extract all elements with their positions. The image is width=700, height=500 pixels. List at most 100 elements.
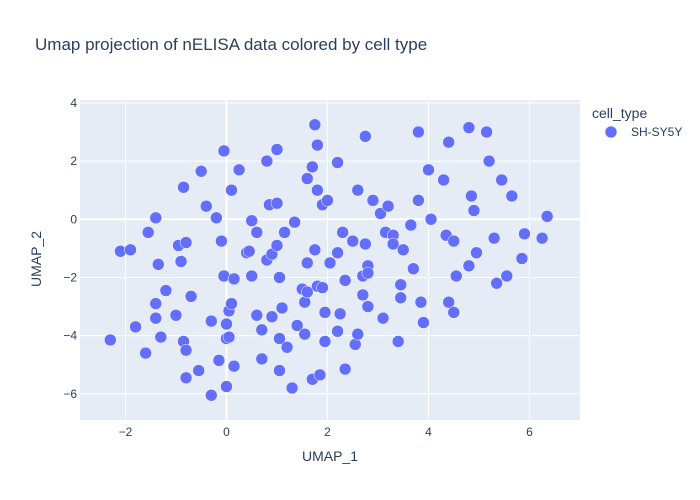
data-point[interactable]: [222, 330, 236, 344]
data-point[interactable]: [424, 213, 438, 226]
data-point[interactable]: [414, 295, 428, 309]
data-point[interactable]: [270, 143, 284, 156]
data-point[interactable]: [394, 278, 407, 291]
data-point[interactable]: [278, 226, 291, 239]
data-point[interactable]: [376, 311, 390, 325]
data-point[interactable]: [495, 173, 508, 187]
data-point[interactable]: [225, 183, 238, 197]
data-point[interactable]: [518, 227, 531, 241]
data-point[interactable]: [301, 256, 314, 270]
data-point[interactable]: [412, 125, 425, 139]
data-point[interactable]: [316, 281, 329, 294]
data-point[interactable]: [273, 332, 286, 345]
data-point[interactable]: [467, 204, 481, 217]
data-point[interactable]: [381, 199, 395, 213]
data-point[interactable]: [250, 226, 264, 239]
data-point[interactable]: [275, 301, 289, 315]
data-point[interactable]: [407, 262, 420, 275]
data-point[interactable]: [480, 125, 493, 139]
data-point[interactable]: [505, 189, 519, 203]
data-point[interactable]: [374, 207, 387, 220]
data-point[interactable]: [487, 231, 501, 245]
data-point[interactable]: [270, 197, 284, 210]
data-point[interactable]: [141, 226, 155, 239]
data-point[interactable]: [152, 258, 165, 271]
data-point[interactable]: [500, 269, 514, 283]
data-point[interactable]: [482, 154, 496, 168]
data-point[interactable]: [437, 173, 450, 187]
data-point[interactable]: [404, 218, 418, 232]
data-point[interactable]: [442, 295, 455, 309]
data-point[interactable]: [308, 243, 322, 257]
data-point[interactable]: [540, 210, 554, 223]
data-point[interactable]: [311, 138, 324, 152]
data-point[interactable]: [318, 335, 332, 348]
data-point[interactable]: [220, 317, 233, 331]
data-point[interactable]: [270, 239, 284, 252]
data-point[interactable]: [174, 255, 188, 268]
data-point[interactable]: [359, 130, 372, 143]
data-point[interactable]: [179, 371, 193, 385]
data-point[interactable]: [361, 300, 375, 313]
data-point[interactable]: [321, 194, 334, 207]
data-point[interactable]: [290, 319, 304, 332]
data-point[interactable]: [465, 189, 478, 203]
data-point[interactable]: [351, 183, 365, 197]
data-point[interactable]: [210, 211, 223, 225]
data-point[interactable]: [129, 320, 142, 334]
data-point[interactable]: [338, 362, 352, 376]
data-point[interactable]: [159, 284, 173, 297]
data-point[interactable]: [336, 226, 349, 239]
data-point[interactable]: [359, 237, 372, 251]
data-point[interactable]: [333, 307, 347, 321]
data-point[interactable]: [301, 172, 314, 185]
data-point[interactable]: [220, 380, 233, 393]
data-point[interactable]: [255, 323, 269, 337]
data-point[interactable]: [396, 243, 410, 257]
data-point[interactable]: [273, 271, 286, 284]
data-point[interactable]: [255, 352, 269, 366]
data-point[interactable]: [447, 234, 460, 248]
data-point[interactable]: [308, 118, 322, 131]
data-point[interactable]: [104, 333, 117, 347]
data-point[interactable]: [232, 163, 246, 177]
data-point[interactable]: [245, 269, 258, 283]
data-point[interactable]: [217, 144, 231, 158]
data-point[interactable]: [462, 121, 476, 134]
data-point[interactable]: [323, 256, 337, 270]
data-point[interactable]: [184, 290, 198, 303]
data-point[interactable]: [179, 343, 193, 357]
data-point[interactable]: [318, 306, 332, 319]
data-point[interactable]: [215, 234, 228, 248]
data-point[interactable]: [470, 246, 483, 259]
data-point[interactable]: [311, 183, 324, 197]
data-point[interactable]: [149, 211, 163, 225]
data-point[interactable]: [447, 306, 460, 319]
legend[interactable]: cell_type SH-SY5Y: [592, 105, 682, 139]
data-point[interactable]: [331, 246, 344, 259]
data-point[interactable]: [412, 194, 425, 207]
data-point[interactable]: [154, 330, 168, 344]
data-point[interactable]: [169, 309, 183, 322]
data-point[interactable]: [227, 272, 241, 286]
data-point[interactable]: [338, 274, 352, 287]
data-point[interactable]: [351, 327, 365, 341]
data-point[interactable]: [194, 165, 208, 178]
data-point[interactable]: [450, 269, 463, 283]
data-point[interactable]: [149, 311, 163, 325]
data-point[interactable]: [422, 163, 435, 177]
data-point[interactable]: [361, 266, 375, 280]
data-point[interactable]: [205, 389, 218, 402]
data-point[interactable]: [462, 259, 476, 273]
data-point[interactable]: [273, 364, 286, 377]
data-point[interactable]: [280, 341, 294, 354]
legend-item-sh-sy5y[interactable]: SH-SY5Y: [604, 125, 682, 139]
data-point[interactable]: [366, 194, 380, 207]
data-point[interactable]: [391, 335, 405, 348]
data-point[interactable]: [288, 215, 301, 229]
data-point[interactable]: [177, 181, 190, 194]
data-point[interactable]: [242, 245, 256, 258]
data-point[interactable]: [535, 231, 549, 245]
data-point[interactable]: [490, 277, 503, 290]
data-point[interactable]: [245, 214, 258, 227]
